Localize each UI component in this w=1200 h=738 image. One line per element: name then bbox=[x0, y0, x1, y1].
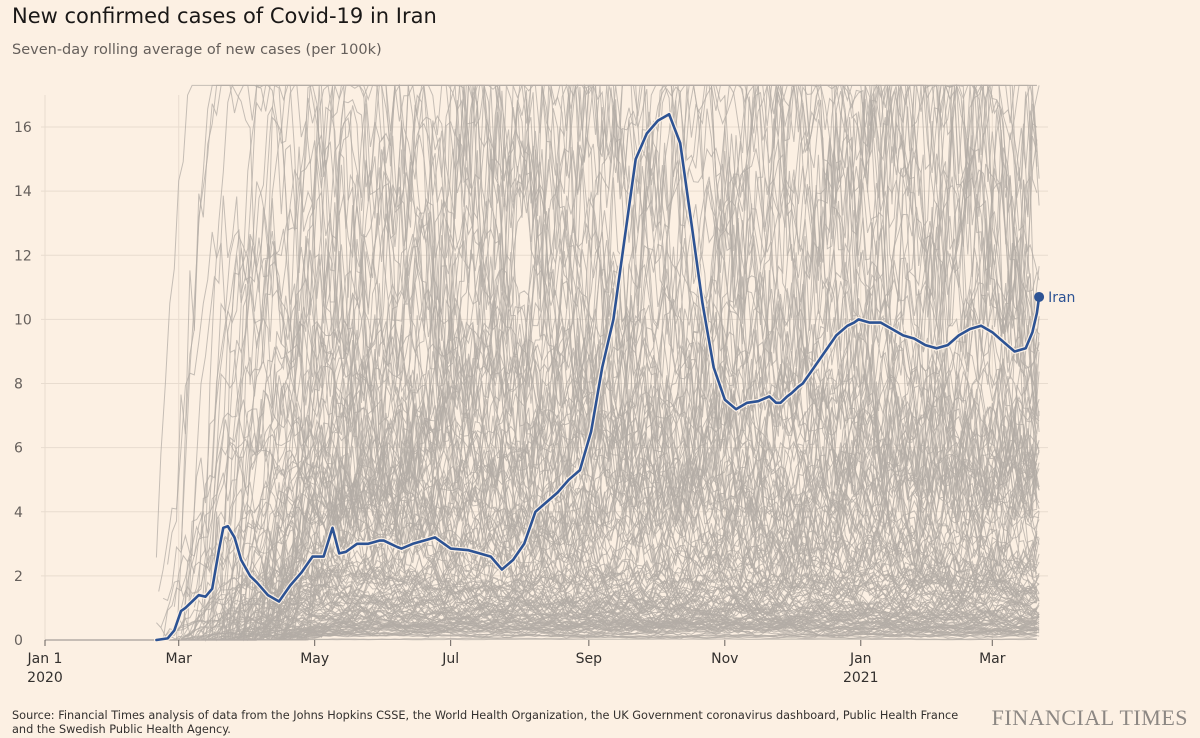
country-line bbox=[236, 311, 1040, 641]
country-line bbox=[165, 571, 1040, 641]
x-tick-label: Jan bbox=[849, 651, 872, 667]
country-line bbox=[281, 591, 1040, 641]
country-line bbox=[260, 608, 1037, 638]
country-line bbox=[227, 508, 1040, 641]
country-line bbox=[182, 83, 1040, 637]
country-line bbox=[220, 624, 1037, 641]
country-line bbox=[236, 631, 1040, 640]
country-line bbox=[225, 217, 1038, 604]
country-line bbox=[271, 135, 1040, 626]
x-tick-label: May bbox=[300, 651, 329, 667]
y-tick-label: 4 bbox=[14, 505, 23, 521]
x-tick-label: Jul bbox=[441, 651, 459, 667]
country-line bbox=[203, 552, 1038, 641]
x-tick-sublabel: 2020 bbox=[27, 670, 63, 686]
country-line bbox=[261, 558, 1038, 641]
country-line bbox=[160, 509, 1040, 628]
country-line bbox=[261, 632, 1037, 641]
country-line bbox=[256, 496, 1037, 639]
chart-title: New confirmed cases of Covid-19 in Iran bbox=[12, 4, 437, 28]
highlight-series: Iran bbox=[153, 111, 1075, 643]
country-line bbox=[203, 638, 1037, 641]
y-tick-label: 10 bbox=[14, 312, 32, 328]
x-tick-label: Nov bbox=[711, 651, 738, 667]
x-tick-label: Jan 1 bbox=[27, 651, 63, 667]
y-tick-label: 0 bbox=[14, 633, 23, 649]
country-line bbox=[218, 387, 1040, 641]
country-line bbox=[191, 415, 1040, 601]
y-tick-label: 6 bbox=[14, 441, 23, 457]
country-line bbox=[185, 393, 1038, 641]
country-line bbox=[265, 314, 1038, 641]
country-line bbox=[276, 446, 1040, 641]
x-tick-sublabel: 2021 bbox=[843, 670, 879, 686]
country-line bbox=[176, 395, 1038, 619]
iran-endpoint bbox=[1034, 291, 1045, 302]
iran-line bbox=[155, 112, 1041, 642]
country-line bbox=[245, 530, 1040, 641]
y-tick-label: 12 bbox=[14, 248, 32, 264]
y-tick-label: 8 bbox=[14, 377, 23, 393]
background-country-lines bbox=[45, 83, 1040, 642]
country-line bbox=[278, 614, 1037, 641]
country-line bbox=[187, 522, 1040, 641]
source-note: Source: Financial Times analysis of data… bbox=[12, 709, 959, 736]
country-line bbox=[213, 84, 1040, 614]
country-line bbox=[281, 392, 1040, 641]
country-line bbox=[234, 210, 1038, 641]
y-tick-label: 16 bbox=[14, 120, 32, 136]
x-tick-label: Sep bbox=[576, 651, 603, 667]
country-line bbox=[247, 529, 1038, 632]
country-line bbox=[211, 472, 1038, 629]
country-line bbox=[180, 83, 1038, 589]
country-line bbox=[238, 578, 1038, 641]
x-tick-label: Mar bbox=[979, 651, 1006, 667]
axes: 0 2 4 6 8 10 12 14 16 Jan 1 2020 Mar May Jul Sep Nov Jan… bbox=[14, 120, 1006, 686]
country-line bbox=[254, 276, 1040, 641]
country-line bbox=[209, 84, 1040, 632]
y-tick-label: 2 bbox=[14, 569, 23, 585]
iran-label: Iran bbox=[1048, 290, 1075, 306]
chart-subtitle: Seven-day rolling average of new cases (… bbox=[12, 42, 382, 58]
country-line bbox=[227, 84, 1040, 543]
country-line bbox=[265, 613, 1037, 638]
x-tick-label: Mar bbox=[166, 651, 193, 667]
ft-logo: FINANCIAL TIMES bbox=[991, 705, 1188, 730]
country-line bbox=[192, 619, 1040, 641]
country-line bbox=[193, 84, 1038, 608]
country-line bbox=[260, 568, 1038, 635]
country-line bbox=[214, 228, 1040, 641]
y-tick-label: 14 bbox=[14, 184, 32, 200]
country-line bbox=[225, 304, 1038, 641]
